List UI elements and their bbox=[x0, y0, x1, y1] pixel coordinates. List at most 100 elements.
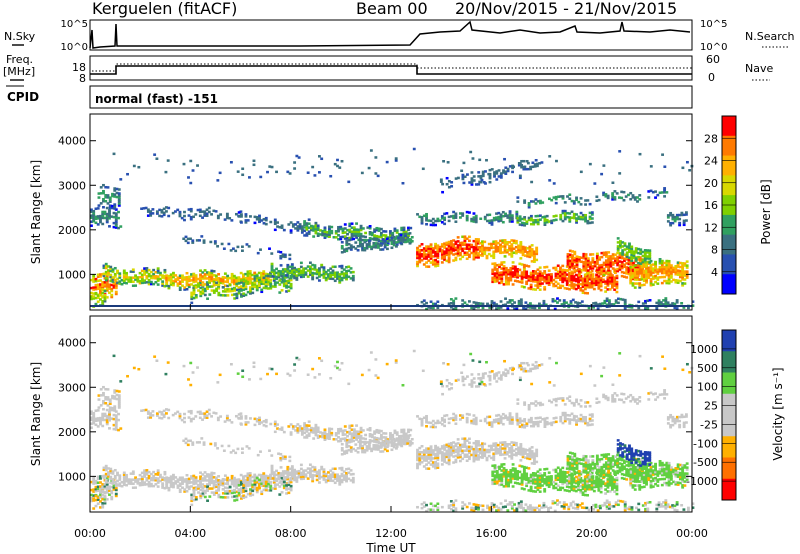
velocity-cell bbox=[215, 483, 219, 487]
velocity-cell bbox=[142, 409, 146, 412]
velocity-cell bbox=[277, 452, 280, 455]
velocity-cell bbox=[282, 480, 286, 484]
power-cell bbox=[582, 264, 586, 268]
power-cell bbox=[458, 245, 462, 249]
velocity-cell bbox=[248, 476, 252, 479]
power-cell bbox=[163, 270, 167, 274]
power-cell bbox=[346, 236, 349, 240]
velocity-cell bbox=[388, 432, 392, 435]
velocity-cell bbox=[379, 441, 383, 445]
velocity-cell bbox=[290, 467, 294, 470]
power-cell bbox=[516, 272, 520, 275]
power-cell bbox=[559, 215, 563, 219]
velocity-cell bbox=[246, 472, 250, 475]
power-cell bbox=[228, 276, 232, 280]
power-cell bbox=[571, 258, 574, 261]
power-cell bbox=[654, 264, 657, 268]
power-cell bbox=[586, 283, 590, 287]
power-cell bbox=[569, 300, 573, 303]
power-cell bbox=[495, 277, 499, 281]
power-cell bbox=[525, 276, 529, 280]
power-cell bbox=[649, 271, 653, 275]
power-cell bbox=[452, 243, 456, 246]
power-cell bbox=[196, 281, 200, 285]
velocity-cell bbox=[297, 469, 301, 473]
power-cell bbox=[654, 196, 657, 199]
velocity-cell bbox=[343, 433, 347, 436]
power-cell bbox=[416, 252, 419, 256]
power-cell bbox=[99, 291, 102, 294]
power-cell bbox=[111, 192, 114, 196]
power-cell bbox=[270, 165, 274, 169]
power-cell bbox=[443, 250, 447, 253]
power-cell bbox=[224, 288, 228, 291]
power-cell bbox=[94, 215, 98, 219]
power-cell bbox=[518, 219, 522, 222]
velocity-cell bbox=[312, 427, 316, 430]
power-cell bbox=[96, 287, 100, 291]
power-cell bbox=[507, 270, 510, 274]
power-cell bbox=[458, 251, 462, 255]
power-cell bbox=[278, 283, 282, 286]
power-cell bbox=[367, 245, 371, 248]
velocity-cell bbox=[375, 428, 379, 432]
velocity-cell bbox=[427, 449, 431, 452]
velocity-cell bbox=[242, 494, 246, 497]
power-cell bbox=[248, 274, 252, 277]
velocity-cell bbox=[117, 406, 121, 409]
power-cell bbox=[504, 266, 508, 270]
power-cell bbox=[320, 265, 324, 269]
velocity-cell bbox=[199, 477, 202, 480]
power-cell bbox=[486, 213, 489, 217]
velocity-cell bbox=[316, 430, 320, 433]
power-cell bbox=[246, 278, 250, 281]
power-cell bbox=[462, 181, 466, 185]
power-cell bbox=[562, 303, 566, 306]
power-cell bbox=[610, 286, 614, 289]
power-cell bbox=[108, 196, 112, 199]
power-cell bbox=[672, 270, 676, 274]
power-cell bbox=[269, 281, 272, 285]
power-cell bbox=[226, 290, 230, 293]
nsky-tick-bottom: 10^0 bbox=[61, 42, 88, 53]
velocity-cell bbox=[402, 436, 406, 440]
power-cell bbox=[357, 238, 361, 242]
velocity-cell bbox=[345, 443, 349, 447]
power-cell bbox=[273, 281, 277, 284]
power-cell bbox=[185, 277, 189, 281]
velocity-cell bbox=[178, 476, 182, 479]
power-cell bbox=[340, 247, 344, 250]
velocity-cell bbox=[105, 408, 109, 412]
power-cell bbox=[239, 277, 243, 281]
velocity-cell bbox=[208, 475, 211, 478]
power-cell bbox=[658, 268, 662, 271]
power-cell bbox=[308, 271, 312, 275]
power-cell bbox=[534, 278, 538, 281]
velocity-cell bbox=[108, 400, 112, 403]
power-cell bbox=[436, 250, 440, 253]
power-cell bbox=[577, 280, 580, 283]
power-cell bbox=[303, 223, 307, 226]
power-cell bbox=[318, 155, 321, 158]
power-cell bbox=[518, 223, 522, 226]
power-cell bbox=[471, 157, 475, 160]
power-cell bbox=[314, 225, 318, 229]
power-cell bbox=[395, 241, 398, 244]
power-cell bbox=[663, 187, 667, 190]
velocity-cell bbox=[354, 449, 358, 452]
power-cell bbox=[176, 282, 180, 285]
power-cell bbox=[176, 284, 180, 287]
power-cell bbox=[288, 172, 292, 175]
power-cell bbox=[162, 211, 166, 215]
power-cell bbox=[190, 293, 194, 297]
velocity-cell bbox=[341, 433, 345, 437]
velocity-cell bbox=[162, 413, 166, 417]
power-cell bbox=[588, 284, 592, 287]
velocity-cell bbox=[293, 478, 297, 482]
power-cell bbox=[96, 300, 100, 303]
power-cell bbox=[246, 280, 250, 284]
power-cell bbox=[595, 268, 599, 272]
velocity-cell bbox=[131, 478, 135, 481]
power-cell bbox=[534, 284, 538, 287]
power-cell bbox=[604, 253, 608, 256]
